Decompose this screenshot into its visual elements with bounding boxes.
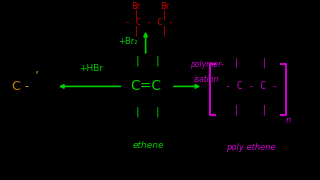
Text: Br: Br — [131, 2, 141, 11]
Text: |: | — [235, 105, 238, 115]
Text: poly ethene: poly ethene — [226, 143, 276, 152]
Text: |: | — [136, 56, 140, 66]
Text: |: | — [134, 9, 138, 20]
Text: |: | — [134, 25, 138, 36]
Text: Br: Br — [160, 2, 170, 11]
Text: |: | — [262, 58, 266, 68]
Text: |: | — [156, 56, 160, 66]
Text: |: | — [235, 58, 238, 68]
Text: |: | — [136, 106, 140, 117]
Text: n: n — [285, 116, 291, 125]
Text: - C - C -: - C - C - — [225, 81, 278, 91]
Text: |: | — [156, 106, 160, 117]
Text: isation: isation — [194, 75, 219, 84]
Text: +Br₂: +Br₂ — [118, 37, 138, 46]
Text: - C - C -: - C - C - — [124, 18, 173, 27]
Text: ’: ’ — [35, 69, 39, 82]
Text: polymer-: polymer- — [189, 60, 223, 69]
Text: +HBr: +HBr — [79, 64, 103, 73]
Text: |: | — [262, 105, 266, 115]
Text: ethene: ethene — [133, 141, 164, 150]
Text: |: | — [163, 25, 166, 36]
Text: C -: C - — [12, 80, 29, 93]
Text: |: | — [163, 9, 166, 20]
Text: C=C: C=C — [130, 79, 161, 93]
